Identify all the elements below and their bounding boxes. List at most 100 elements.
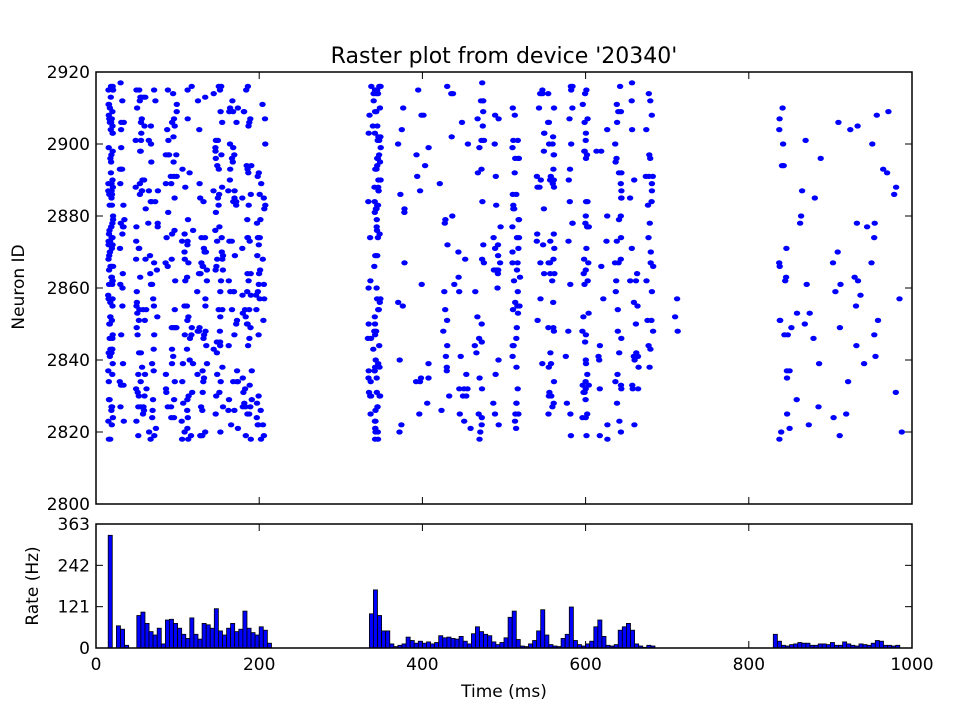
spike-dot (184, 217, 192, 223)
raster-panel: Raster plot from device '20340' Neuron I… (9, 44, 913, 515)
spike-dot (139, 177, 146, 183)
spike-dot (375, 307, 382, 313)
spike-dot (149, 407, 156, 413)
spike-dot (853, 220, 861, 226)
spike-dot (105, 256, 112, 262)
spike-dot (261, 296, 268, 302)
rate-bar (262, 629, 268, 649)
spike-dot (885, 109, 892, 115)
spike-dot (189, 361, 197, 367)
spike-dot (854, 278, 862, 284)
spike-dot (371, 321, 379, 327)
spike-dot (399, 303, 406, 309)
spike-dot (671, 314, 679, 320)
spike-dot (596, 433, 603, 439)
rate-bar (144, 623, 150, 649)
spike-dot (230, 199, 237, 205)
spike-dot (582, 397, 589, 403)
spike-dot (477, 429, 484, 435)
rate-bar (226, 627, 232, 649)
spike-dot (375, 152, 383, 158)
spike-dot (604, 436, 611, 442)
spike-dot (511, 418, 519, 424)
spike-dot (509, 105, 516, 111)
spike-dot (133, 418, 140, 424)
spike-dot (549, 141, 556, 147)
spike-dot (239, 404, 246, 410)
rate-bar (368, 613, 374, 649)
spike-dot (628, 80, 636, 86)
spike-dot (513, 364, 520, 370)
spike-dot (776, 116, 783, 122)
spike-dot (225, 397, 233, 403)
rate-bar (217, 630, 223, 649)
rate-bar (450, 638, 456, 649)
spike-dot (478, 422, 485, 428)
spike-dot (245, 278, 252, 284)
spike-dot (582, 267, 589, 273)
spike-dot (217, 314, 224, 320)
spike-dot (135, 317, 143, 323)
spike-dot (108, 191, 116, 197)
rate-bar (381, 630, 387, 649)
spike-dot (854, 123, 861, 129)
spike-dot (478, 137, 485, 143)
spike-dot (219, 253, 227, 259)
spike-dot (579, 415, 586, 421)
rate-bar (626, 623, 631, 649)
spike-dot (776, 436, 783, 442)
spike-dot (613, 238, 620, 244)
spike-dot (474, 314, 481, 320)
rate-y-tick-label: 363 (58, 515, 90, 535)
spike-dot (107, 170, 115, 176)
spike-dot (550, 184, 558, 190)
spike-dot (457, 353, 464, 359)
rate-bar (230, 623, 236, 649)
spike-dot (373, 389, 380, 395)
rate-bar (140, 611, 146, 649)
rate-bar (405, 636, 411, 649)
spike-dot (480, 109, 487, 115)
spike-dot (491, 245, 499, 251)
spike-dot (106, 202, 113, 208)
spike-dot (253, 415, 260, 421)
spike-dot (373, 224, 380, 230)
rate-bar (258, 626, 264, 649)
spike-dot (212, 155, 219, 161)
spike-dot (510, 137, 517, 143)
spike-dot (533, 238, 540, 244)
spike-dot (154, 224, 161, 230)
spike-dot (495, 422, 502, 428)
spike-dot (218, 152, 225, 158)
spike-dot (367, 411, 374, 417)
spike-dot (183, 303, 191, 309)
spike-dot (443, 368, 450, 374)
spike-dot (585, 382, 592, 388)
spike-dot (231, 152, 238, 158)
spike-dot (367, 379, 374, 385)
spike-dot (365, 321, 372, 327)
spike-dot (240, 109, 248, 115)
spike-dot (547, 238, 554, 244)
spike-dot (598, 263, 605, 269)
spike-dot (108, 317, 116, 323)
spike-dot (569, 220, 576, 226)
spike-dot (509, 145, 516, 151)
spike-dot (551, 245, 558, 251)
spike-dot (367, 278, 374, 284)
spike-dot (546, 260, 554, 266)
spike-dot (231, 407, 238, 413)
spike-dot (212, 227, 219, 233)
spike-dot (648, 188, 656, 194)
spike-dot (582, 137, 589, 143)
spike-dot (566, 166, 574, 172)
spike-dot (197, 404, 205, 410)
spike-dot (189, 389, 196, 395)
spike-dot (473, 350, 480, 356)
spike-dot (449, 213, 456, 219)
rate-bar (120, 628, 125, 649)
spike-dot (212, 209, 220, 215)
spike-dot (474, 116, 481, 122)
spike-dot (231, 332, 238, 338)
spike-dot (515, 217, 523, 223)
